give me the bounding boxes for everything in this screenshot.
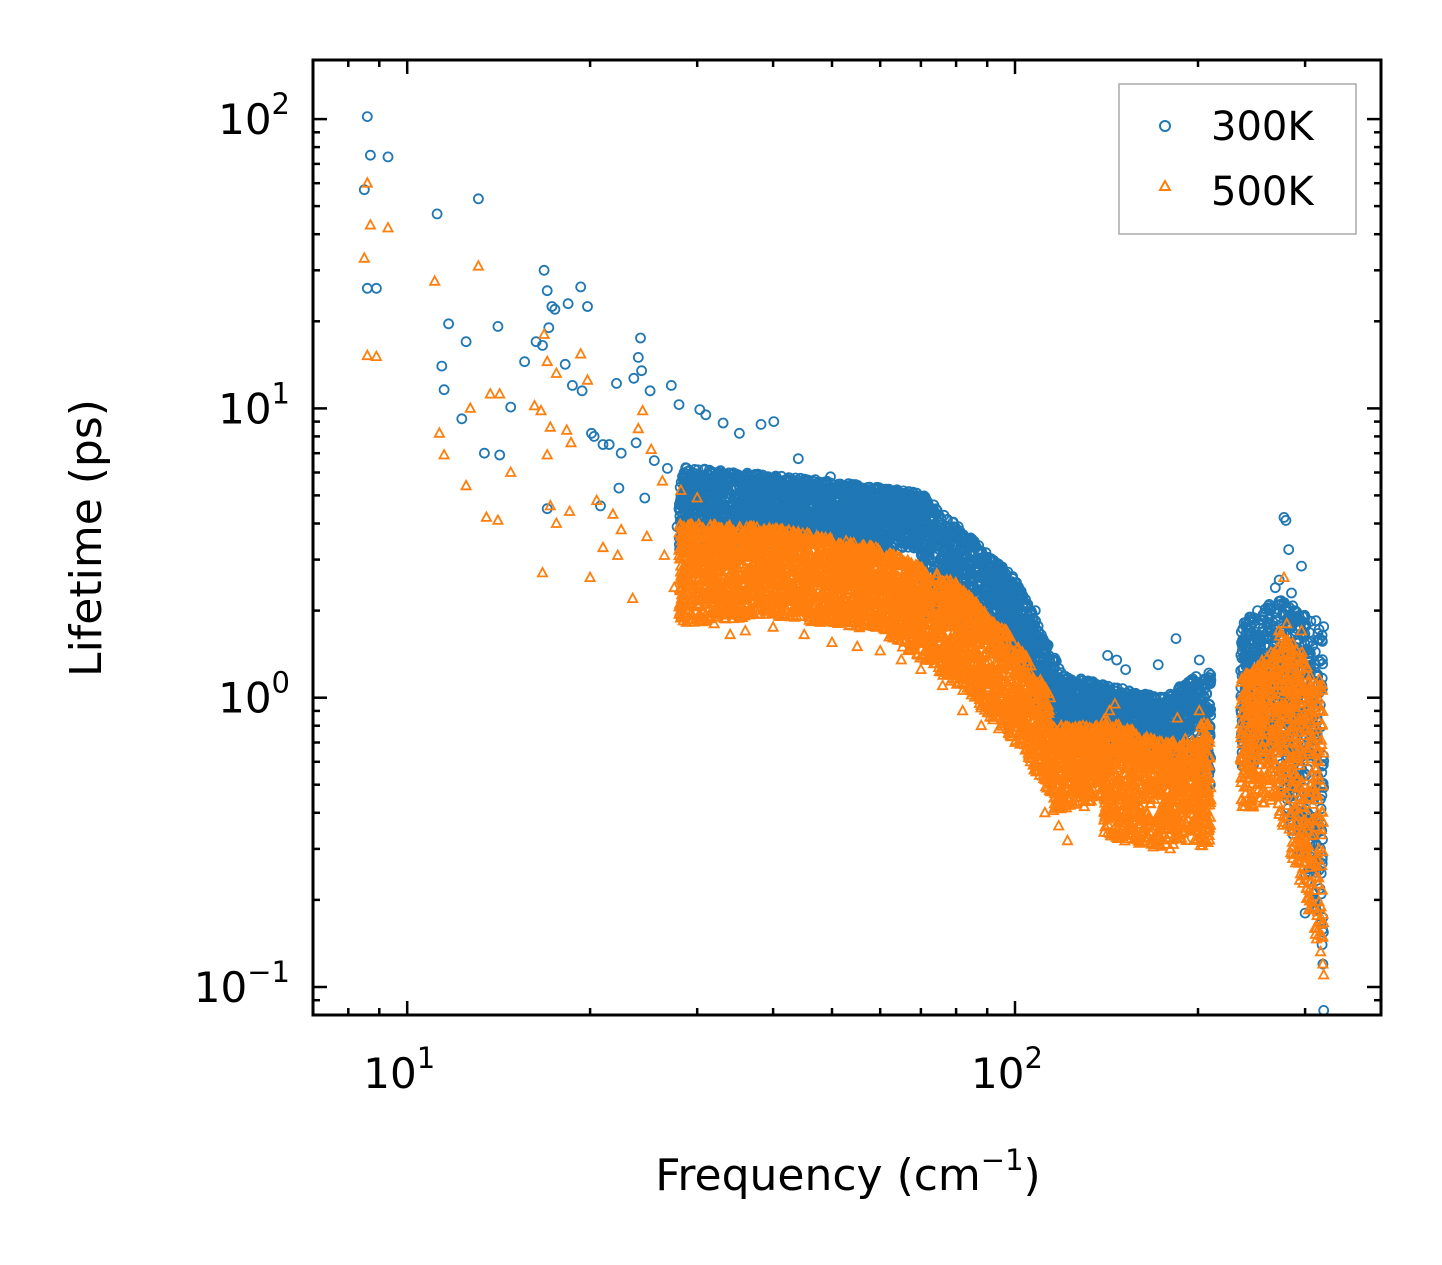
data-point: [681, 462, 692, 474]
data-points: [358, 111, 1330, 1016]
data-point: [776, 470, 787, 482]
